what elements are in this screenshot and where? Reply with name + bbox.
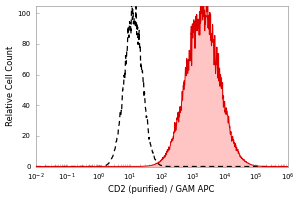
Y-axis label: Relative Cell Count: Relative Cell Count (6, 46, 15, 126)
X-axis label: CD2 (purified) / GAM APC: CD2 (purified) / GAM APC (108, 185, 215, 194)
